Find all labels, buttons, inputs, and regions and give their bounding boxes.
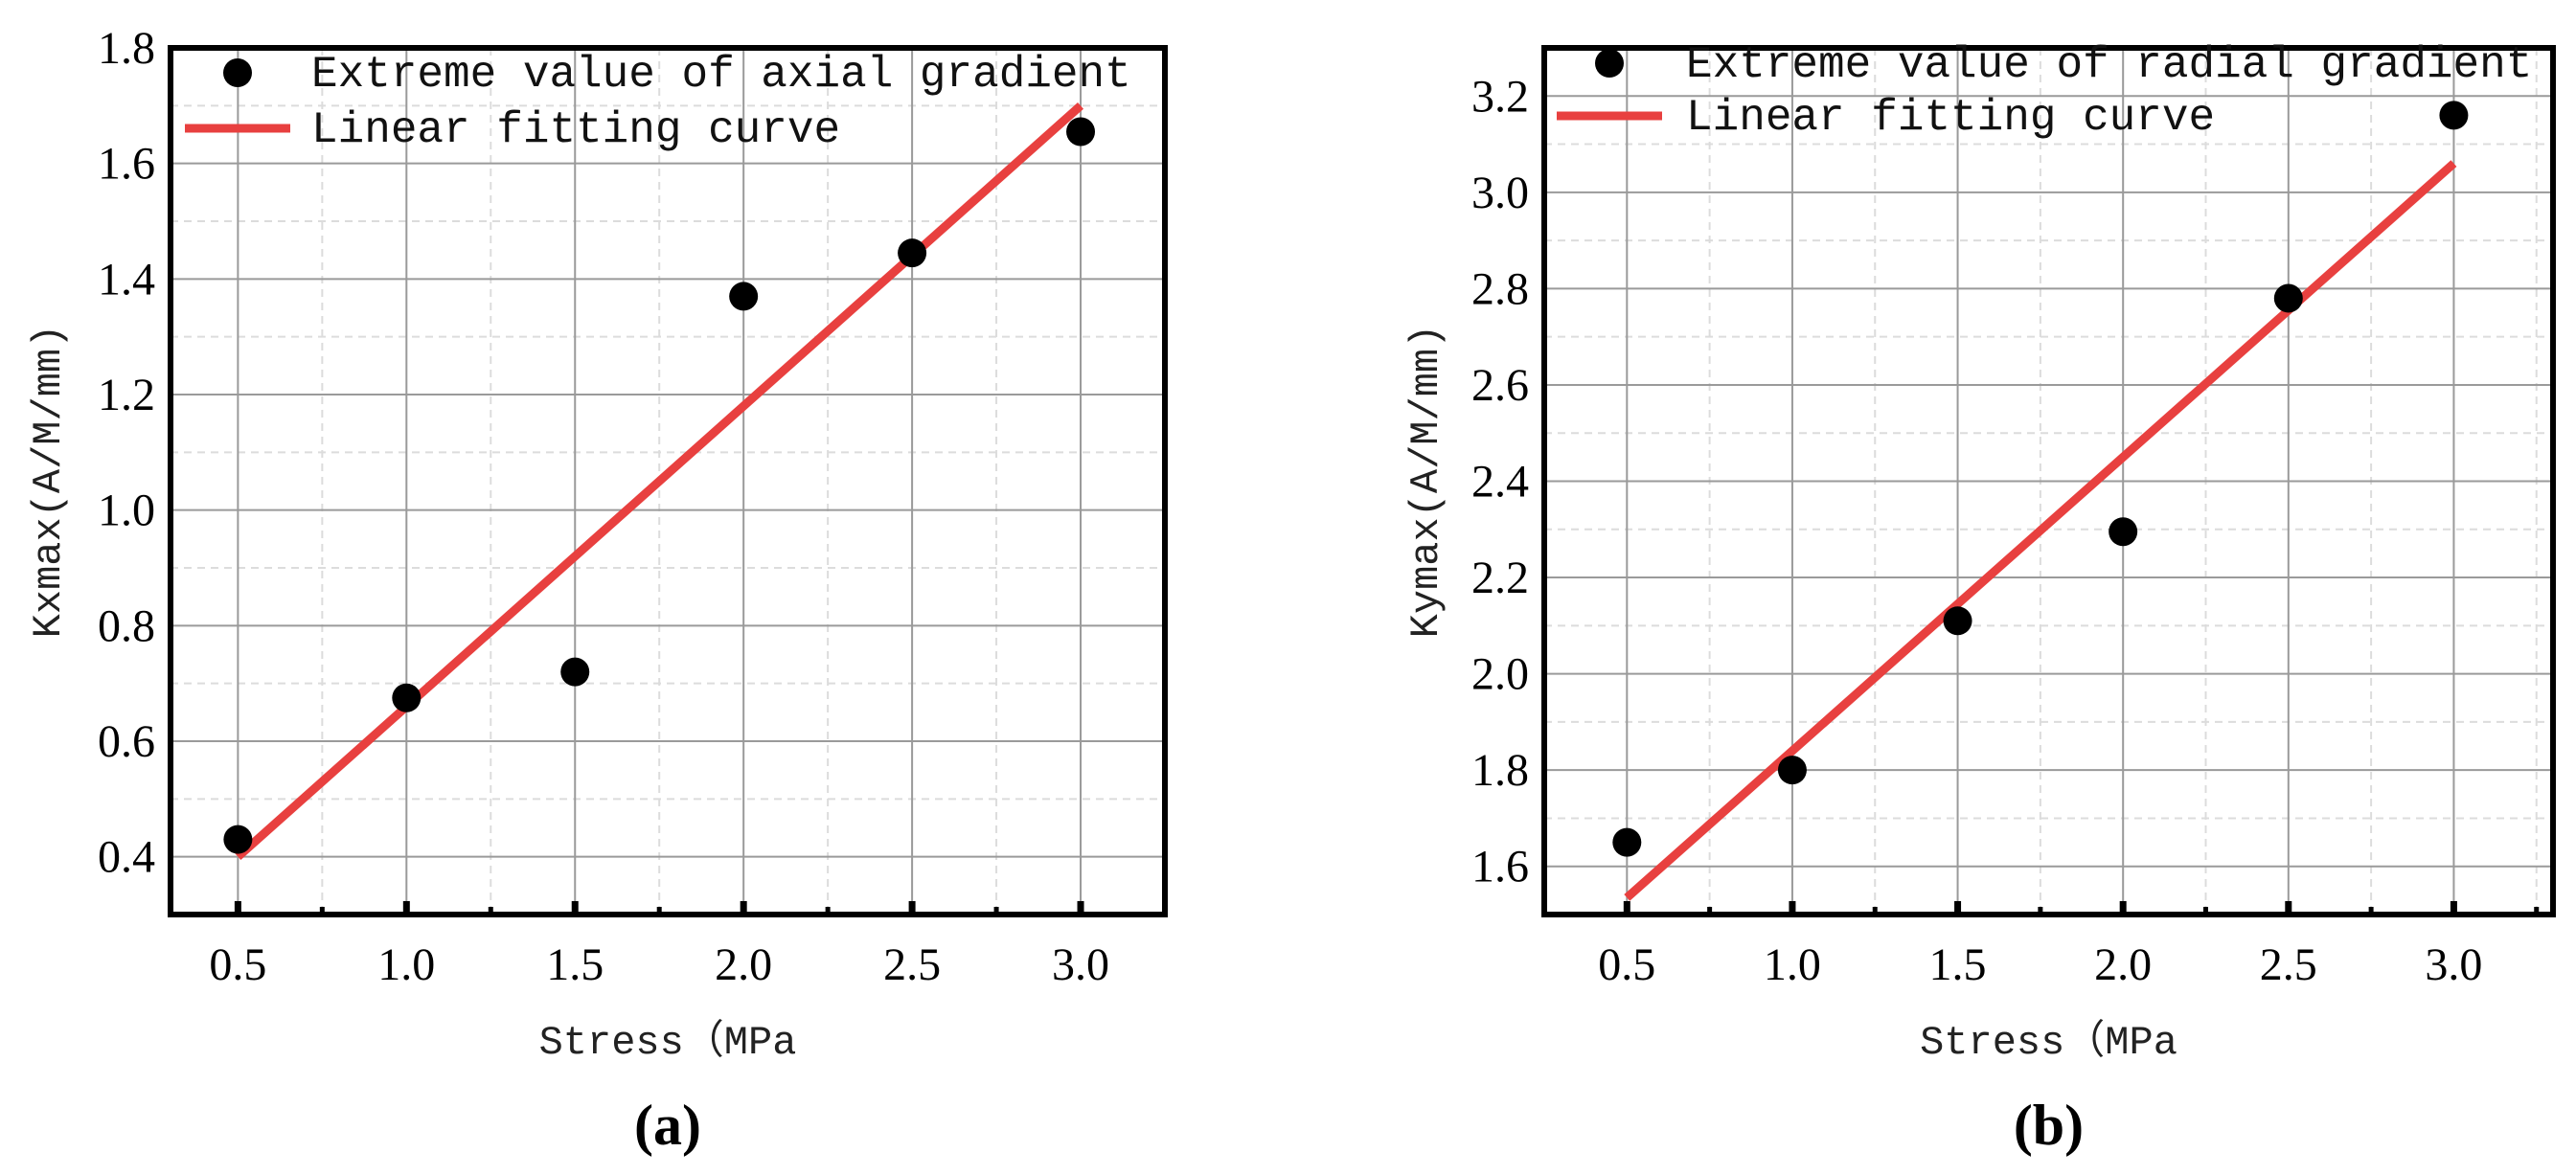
y-tick-label-a: 0.6 (98, 716, 155, 767)
y-tick-label-b: 2.8 (1471, 263, 1529, 314)
y-tick-label-b: 1.6 (1471, 842, 1529, 893)
data-point-b (2273, 283, 2303, 313)
y-tick-label-b: 2.2 (1471, 553, 1529, 603)
fit-line-b (1624, 160, 2457, 901)
data-point-b (1777, 756, 1807, 785)
plot-frame-b (1541, 45, 2556, 917)
legend-label-points-a: Extreme value of axial gradient (311, 50, 1131, 100)
data-point-a (1066, 117, 1096, 147)
y-tick-label-a: 1.2 (98, 370, 155, 420)
data-point-b (1612, 827, 1642, 857)
x-tick-label-a: 1.0 (377, 939, 435, 990)
y-tick-label-b: 1.8 (1471, 745, 1529, 796)
data-point-a (560, 657, 590, 687)
chart-panel-b: 0.5 1.0 1.5 2.0 2.5 3.0 1.6 1.8 2.0 2.2 2.4 2.6 2.8 3… (1403, 40, 2556, 1157)
data-point-b (1943, 606, 1972, 636)
panel-label-a: (a) (634, 1094, 701, 1157)
data-point-b (2439, 101, 2469, 130)
y-axis-label-a: Kxmax(A/M/mm) (26, 325, 72, 639)
y-tick-label-a: 1.6 (98, 139, 155, 190)
data-point-a (392, 683, 422, 712)
legend-marker-points-a (223, 58, 252, 87)
x-axis-label-b: Stress（MPa (1920, 1019, 2177, 1066)
data-point-a (729, 282, 759, 311)
y-tick-label-b: 2.0 (1471, 649, 1529, 700)
panel-label-b: (b) (2014, 1094, 2084, 1157)
x-tick-label-b: 1.5 (1929, 939, 1987, 990)
x-tick-label-b: 1.0 (1764, 939, 1821, 990)
y-tick-label-a: 1.4 (98, 254, 155, 305)
fit-line-a (235, 102, 1084, 861)
y-tick-label-a: 1.0 (98, 486, 155, 536)
y-axis-label-b: Kymax(A/M/mm) (1403, 325, 1449, 639)
x-tick-label-b: 2.0 (2094, 939, 2152, 990)
x-tick-label-a: 1.5 (546, 939, 604, 990)
legend-marker-points-b (1595, 49, 1624, 78)
x-tick-label-b: 2.5 (2260, 939, 2317, 990)
y-tick-label-b: 3.2 (1471, 71, 1529, 122)
data-point-a (898, 238, 927, 268)
x-tick-label-b: 3.0 (2425, 939, 2482, 990)
x-tick-label-a: 0.5 (209, 939, 266, 990)
data-point-b (2109, 517, 2138, 547)
x-tick-label-a: 3.0 (1052, 939, 1109, 990)
y-tick-label-b: 2.4 (1471, 457, 1529, 508)
legend-label-line-b: Linear fitting curve (1686, 93, 2215, 143)
y-tick-label-a: 1.8 (98, 23, 155, 74)
y-tick-label-a: 0.4 (98, 832, 155, 883)
x-tick-label-a: 2.0 (715, 939, 772, 990)
plot-frame-a (168, 45, 1168, 917)
y-tick-label-a: 0.8 (98, 600, 155, 651)
x-axis-label-a: Stress（MPa (539, 1019, 797, 1066)
y-tick-label-b: 2.6 (1471, 360, 1529, 411)
x-tick-label-a: 2.5 (883, 939, 941, 990)
y-tick-label-b: 3.0 (1471, 168, 1529, 218)
legend-label-line-a: Linear fitting curve (311, 105, 840, 155)
data-point-a (223, 825, 253, 854)
x-tick-label-b: 0.5 (1598, 939, 1655, 990)
legend-label-points-b: Extreme value of radial gradient (1686, 40, 2532, 90)
chart-panel-a: 0.5 1.0 1.5 2.0 2.5 3.0 0.4 0.6 0.8 1.0 1.2 1.4 1.6 1… (26, 23, 1168, 1157)
